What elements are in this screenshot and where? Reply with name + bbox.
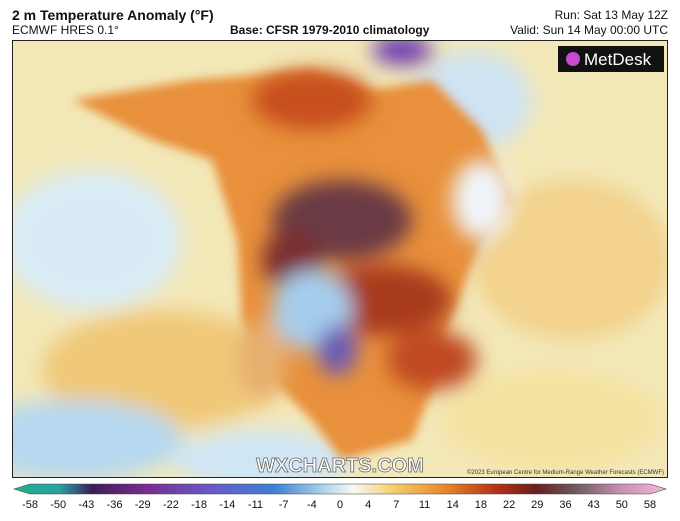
colorbar-label: 4 (365, 499, 371, 511)
model: ECMWF HRES 0.1° (12, 23, 119, 37)
colorbar-label: 36 (559, 499, 571, 511)
run: Run: Sat 13 May 12Z (554, 8, 668, 22)
colorbar-label: -4 (307, 499, 317, 511)
colorbar-label: -14 (219, 499, 235, 511)
colorbar-label: -22 (163, 499, 179, 511)
colorbar-label: -58 (22, 499, 38, 511)
base: Base: CFSR 1979-2010 climatology (230, 23, 430, 37)
colorbar: -58 -50 -43 -36 -29 -22 -18 -14 -11 -7 -4 0 4 7 11 14 18… (12, 483, 668, 511)
logo-icon (566, 52, 580, 66)
colorbar-label: 0 (337, 499, 343, 511)
colorbar-label: 14 (447, 499, 459, 511)
colorbar-label: -18 (191, 499, 207, 511)
colorbar-label: -11 (248, 499, 263, 511)
colorbar-label: 29 (531, 499, 543, 511)
logo: MetDesk (584, 50, 652, 69)
colorbar-label: 18 (475, 499, 487, 511)
title: 2 m Temperature Anomaly (°F) (12, 7, 214, 23)
copyright: ©2023 European Centre for Medium-Range W… (467, 469, 664, 476)
colorbar-label: 22 (503, 499, 515, 511)
map: MetDesk WXCHARTS.COM ©2023 European Cent… (12, 40, 668, 478)
colorbar-label: -43 (78, 499, 94, 511)
colorbar-label: 58 (644, 499, 656, 511)
colorbar-label: 50 (616, 499, 628, 511)
colorbar-label: -50 (50, 499, 66, 511)
colorbar-label: 43 (588, 499, 600, 511)
watermark: WXCHARTS.COM (256, 455, 424, 477)
colorbar-label: -7 (279, 499, 289, 511)
colorbar-label: -36 (107, 499, 123, 511)
colorbar-label: 11 (419, 499, 430, 511)
valid: Valid: Sun 14 May 00:00 UTC (510, 23, 668, 37)
colorbar-label: -29 (135, 499, 151, 511)
colorbar-label: 7 (393, 499, 399, 511)
